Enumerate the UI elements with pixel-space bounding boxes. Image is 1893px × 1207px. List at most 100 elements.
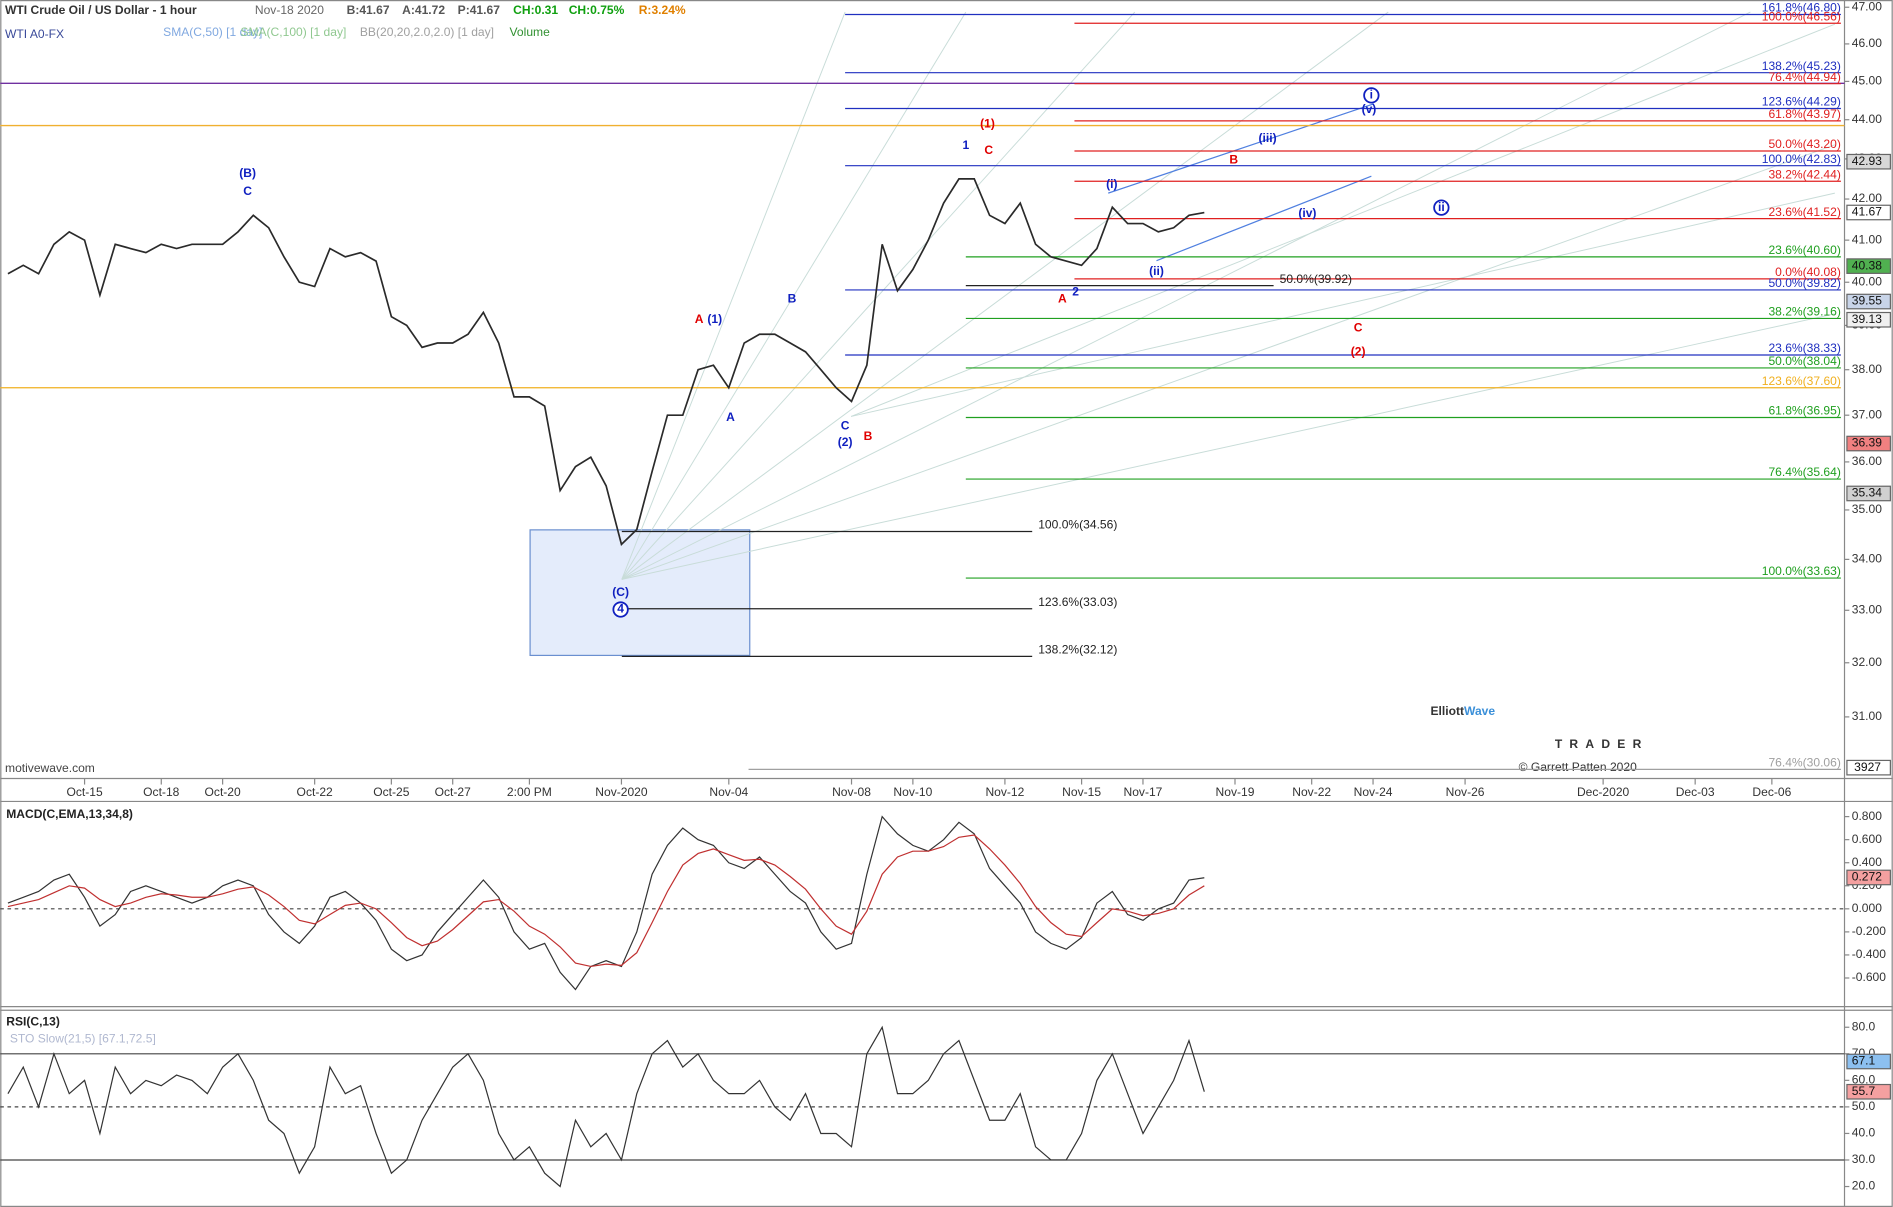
- y-tick-label: 20.0: [1852, 1179, 1876, 1193]
- wave-label: (1): [707, 312, 722, 326]
- price-tag-label: 40.38: [1852, 258, 1882, 272]
- fan-line: [621, 11, 967, 580]
- price-tag: [1846, 1083, 1891, 1100]
- fib-label: 76.4%(44.94): [1768, 70, 1840, 84]
- x-tick-label: Nov-12: [985, 785, 1024, 799]
- y-tick-label: -0.200: [1852, 924, 1886, 938]
- fib-label: 123.6%(33.03): [1038, 595, 1117, 609]
- y-tick-label: 35.00: [1852, 502, 1882, 516]
- y-tick-label: 45.00: [1852, 74, 1882, 88]
- wave-label: (2): [1351, 345, 1366, 359]
- indicator-legend: SMA(C,100) [1 day]: [240, 25, 346, 39]
- y-tick-label: 0.600: [1852, 832, 1882, 846]
- fan-line: [621, 11, 1389, 580]
- wave-circle: [612, 601, 629, 618]
- y-tick-label: 37.00: [1852, 407, 1882, 421]
- logo-text: ElliottWave: [1431, 704, 1496, 718]
- price-tag-label: 41.67: [1852, 205, 1882, 219]
- wave-label: (v): [1362, 102, 1377, 116]
- y-tick-label: 47.00: [1852, 0, 1882, 13]
- price-tag-label: 36.39: [1852, 436, 1882, 450]
- price-tag-label: 67.1: [1852, 1054, 1876, 1068]
- price-tag: [1846, 435, 1891, 452]
- x-tick-label: Oct-18: [143, 785, 179, 799]
- wave-label: 2: [1072, 284, 1079, 298]
- panel-title: RSI(C,13): [6, 1015, 60, 1029]
- y-tick-label: 40.0: [1852, 1126, 1876, 1140]
- quote: B:41.67: [347, 3, 390, 17]
- wave-label: B: [864, 429, 873, 443]
- fib-label: 38.2%(39.16): [1768, 305, 1840, 319]
- price-tag: [1846, 204, 1891, 221]
- y-tick-label: 32.00: [1852, 655, 1882, 669]
- wave-label: (iv): [1298, 206, 1316, 220]
- fib-label: 61.8%(36.95): [1768, 404, 1840, 418]
- x-tick-label: Nov-04: [709, 785, 748, 799]
- fib-label: 100.0%(46.56): [1762, 9, 1841, 23]
- price-tag-label: 55.7: [1852, 1084, 1876, 1098]
- y-tick-label: 50.0: [1852, 1099, 1876, 1113]
- wave-label: C: [984, 143, 993, 157]
- fan-line: [621, 11, 846, 580]
- y-tick-label: 40.00: [1852, 274, 1882, 288]
- fan-line: [621, 313, 1835, 580]
- fib-label: 61.8%(43.97): [1768, 107, 1840, 121]
- wave-label: (i): [1106, 177, 1117, 191]
- fib-label: 50.0%(43.20): [1768, 137, 1840, 151]
- fib-label: 123.6%(37.60): [1762, 374, 1841, 388]
- x-tick-label: Nov-2020: [595, 785, 648, 799]
- fan-line: [621, 144, 1836, 580]
- wave-label: C: [243, 184, 252, 198]
- x-tick-label: Oct-27: [435, 785, 471, 799]
- series-line: [7, 178, 1205, 546]
- fib-label: 100.0%(33.63): [1762, 564, 1841, 578]
- price-tag-label: 42.93: [1852, 154, 1882, 168]
- fib-label: 0.0%(40.08): [1775, 265, 1841, 279]
- fib-label: 123.6%(44.29): [1762, 95, 1841, 109]
- volume-tag-label: 3927: [1854, 760, 1881, 774]
- fib-label: 50.0%(38.04): [1768, 354, 1840, 368]
- watermark: motivewave.com: [5, 761, 95, 775]
- price-tag: [1846, 293, 1891, 310]
- panel-title: MACD(C,EMA,13,34,8): [6, 807, 133, 821]
- y-tick-label: 42.00: [1852, 191, 1882, 205]
- price-tag-label: 0.272: [1852, 870, 1882, 884]
- wave-label: (iii): [1259, 131, 1277, 145]
- fib-label: 76.4%(35.64): [1768, 465, 1840, 479]
- x-tick-label: Dec-2020: [1577, 785, 1630, 799]
- quote: CH:0.31: [513, 3, 558, 17]
- x-tick-label: 2:00 PM: [507, 785, 552, 799]
- logo-sub: TRADER: [1555, 737, 1649, 751]
- indicator-legend: Volume: [510, 25, 551, 39]
- y-tick-label: 34.00: [1852, 552, 1882, 566]
- quote: P:41.67: [458, 3, 501, 17]
- y-tick-label: 30.0: [1852, 1152, 1876, 1166]
- y-tick-label: 31.00: [1852, 709, 1882, 723]
- x-tick-label: Oct-22: [297, 785, 333, 799]
- fib-label: 23.6%(38.33): [1768, 341, 1840, 355]
- fib-label: 76.4%(30.06): [1768, 756, 1840, 770]
- y-tick-label: 0.000: [1852, 901, 1882, 915]
- quote: CH:0.75%: [569, 3, 625, 17]
- fib-label: 50.0%(39.82): [1768, 276, 1840, 290]
- y-tick-label: 46.00: [1852, 36, 1882, 50]
- x-tick-label: Oct-15: [66, 785, 102, 799]
- y-tick-label: 80.0: [1852, 1019, 1876, 1033]
- wave-label: (ii): [1149, 264, 1164, 278]
- wave-label: B: [1229, 153, 1238, 167]
- panel-subtitle: STO Slow(21,5) [67.1,72.5]: [10, 1031, 156, 1045]
- x-tick-label: Nov-22: [1292, 785, 1331, 799]
- logo: ElliottWave TRADER © Garrett Patten 2020: [1431, 704, 1649, 774]
- indicator-legend: SMA(C,50) [1 day]: [163, 25, 262, 39]
- volume-tag: [1846, 759, 1891, 776]
- wave-label: A: [695, 312, 704, 326]
- wave-label: i: [1370, 88, 1373, 102]
- wave-label: (C): [612, 585, 629, 599]
- price-tag: [1846, 311, 1891, 328]
- x-tick-label: Nov-17: [1124, 785, 1163, 799]
- fib-label: 100.0%(34.56): [1038, 518, 1117, 532]
- price-tag: [1846, 869, 1891, 886]
- fib-label: 138.2%(45.23): [1762, 59, 1841, 73]
